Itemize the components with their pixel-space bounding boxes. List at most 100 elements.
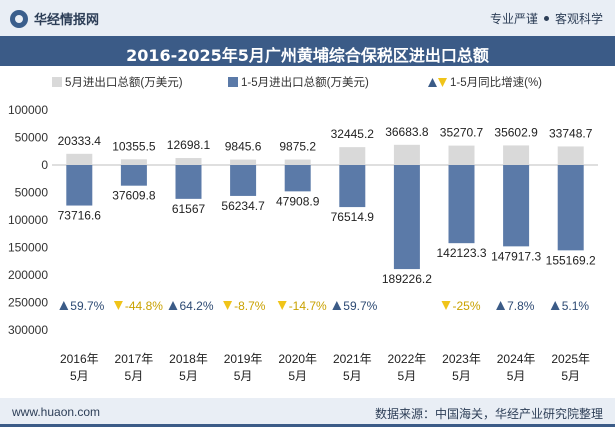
chart-title: 2016-2025年5月广州黄埔综合保税区进出口总额: [126, 46, 489, 65]
yoy-value-label: 59.7%: [70, 299, 104, 313]
legend-swatch-monthly: [52, 77, 62, 87]
yoy-marker: [113, 301, 123, 310]
monthly-value-label: 35602.9: [494, 125, 538, 139]
x-tick-label-month: 5月: [561, 369, 580, 383]
x-tick-label-month: 5月: [507, 369, 526, 383]
cumulative-bar: [339, 165, 366, 208]
monthly-value-label: 36683.8: [385, 125, 429, 139]
monthly-value-label: 12698.1: [167, 138, 211, 152]
monthly-bar: [557, 146, 584, 165]
brand-name: 华经情报网: [34, 12, 100, 27]
tag-objective: 客观科学: [554, 12, 603, 26]
cumulative-bar: [230, 165, 257, 196]
y-tick-label: 250000: [8, 296, 48, 310]
cumulative-value-label: 147917.3: [491, 249, 541, 263]
x-tick-label-year: 2018年: [169, 352, 208, 366]
chart-plot-area: 100000 50000 0 50000 100000 150000 200000 25000…: [8, 103, 598, 383]
yoy-marker: [59, 301, 69, 310]
y-tick-label: 200000: [8, 268, 48, 282]
yoy-marker: [277, 301, 287, 310]
legend-item-monthly: 5月进出口总额(万美元): [52, 74, 183, 90]
yoy-marker: [223, 301, 233, 310]
x-tick-label-year: 2023年: [442, 352, 481, 366]
cumulative-value-label: 142123.3: [436, 246, 486, 260]
x-tick-label-month: 5月: [452, 369, 471, 383]
cumulative-value-label: 76514.9: [331, 210, 375, 224]
cumulative-value-label: 56234.7: [221, 199, 265, 213]
legend-triangles-icon: [428, 77, 447, 87]
cumulative-bar: [175, 165, 202, 199]
cumulative-bar: [503, 165, 530, 247]
chart-legend: 5月进出口总额(万美元) 1-5月进出口总额(万美元) 1-5月同比增速(%): [0, 74, 615, 92]
legend-label-yoy: 1-5月同比增速(%): [450, 77, 543, 89]
footer-bar: www.huaon.com 数据来源：中国海关，华经产业研究院整理: [0, 398, 615, 427]
slogan-tags: 专业严谨 客观科学: [490, 10, 603, 27]
footer-site: www.huaon.com: [12, 405, 101, 419]
cumulative-value-label: 189226.2: [382, 272, 432, 286]
cumulative-bar: [393, 165, 420, 270]
y-tick-label: 0: [41, 158, 48, 172]
yoy-value-label: -14.7%: [289, 299, 327, 313]
yoy-marker: [441, 301, 451, 310]
y-tick-label: 300000: [8, 323, 48, 337]
x-tick-label-year: 2019年: [224, 352, 263, 366]
yoy-value-label: 59.7%: [343, 299, 377, 313]
monthly-value-label: 20333.4: [58, 134, 102, 148]
cumulative-value-label: 47908.9: [276, 194, 320, 208]
yoy-value-label: 64.2%: [180, 299, 214, 313]
yoy-value-label: -25%: [453, 299, 481, 313]
title-bar: 2016-2025年5月广州黄埔综合保税区进出口总额: [0, 36, 615, 66]
x-tick-label-month: 5月: [179, 369, 198, 383]
x-tick-label-year: 2017年: [115, 352, 154, 366]
yoy-value-label: -44.8%: [125, 299, 163, 313]
monthly-bar: [393, 144, 420, 165]
yoy-marker: [496, 301, 506, 310]
cumulative-value-label: 61567: [172, 202, 206, 216]
x-tick-label-year: 2025年: [551, 352, 590, 366]
yoy-value-label: 7.8%: [507, 299, 535, 313]
legend-label-cumulative: 1-5月进出口总额(万美元): [241, 77, 369, 89]
x-tick-label-month: 5月: [125, 369, 144, 383]
cumulative-value-label: 155169.2: [546, 253, 596, 267]
cumulative-value-label: 73716.6: [58, 209, 102, 223]
y-tick-label: 50000: [15, 131, 49, 145]
yoy-marker: [332, 301, 342, 310]
tag-rigorous: 专业严谨: [489, 12, 538, 26]
top-bar: 华经情报网 专业严谨 客观科学: [0, 0, 615, 36]
x-tick-label-year: 2016年: [60, 352, 99, 366]
footer-source: 数据来源：中国海关，华经产业研究院整理: [374, 407, 603, 421]
x-tick-label-month: 5月: [288, 369, 307, 383]
monthly-value-label: 10355.5: [112, 139, 156, 153]
cumulative-bar: [557, 165, 584, 251]
yoy-marker: [550, 301, 560, 310]
brand: 华经情报网: [10, 9, 99, 28]
monthly-value-label: 33748.7: [549, 126, 593, 140]
monthly-value-label: 35270.7: [440, 126, 484, 140]
y-tick-label: 150000: [8, 241, 48, 255]
cumulative-bar: [120, 165, 147, 186]
y-tick-label: 100000: [8, 213, 48, 227]
monthly-bar: [339, 147, 366, 165]
brand-logo-icon: [10, 9, 28, 28]
monthly-bar: [448, 145, 475, 165]
x-tick-label-year: 2024年: [497, 352, 536, 366]
yoy-value-label: -8.7%: [234, 299, 266, 313]
monthly-bar: [120, 159, 147, 165]
monthly-value-label: 9875.2: [279, 140, 316, 154]
legend-item-cumulative: 1-5月进出口总额(万美元): [228, 74, 369, 90]
cumulative-bar: [448, 165, 475, 244]
monthly-value-label: 32445.2: [331, 127, 375, 141]
x-tick-label-year: 2022年: [388, 352, 427, 366]
x-tick-label-month: 5月: [343, 369, 362, 383]
yoy-marker: [168, 301, 178, 310]
monthly-value-label: 9845.6: [225, 140, 262, 154]
legend-item-yoy: 1-5月同比增速(%): [428, 74, 542, 90]
x-tick-label-month: 5月: [234, 369, 253, 383]
cumulative-bar: [284, 165, 311, 192]
x-tick-label-month: 5月: [398, 369, 417, 383]
monthly-bar: [503, 145, 530, 165]
monthly-bar: [66, 153, 93, 165]
legend-swatch-cumulative: [228, 77, 238, 87]
x-tick-label-year: 2020年: [278, 352, 317, 366]
yoy-value-label: 5.1%: [562, 299, 590, 313]
